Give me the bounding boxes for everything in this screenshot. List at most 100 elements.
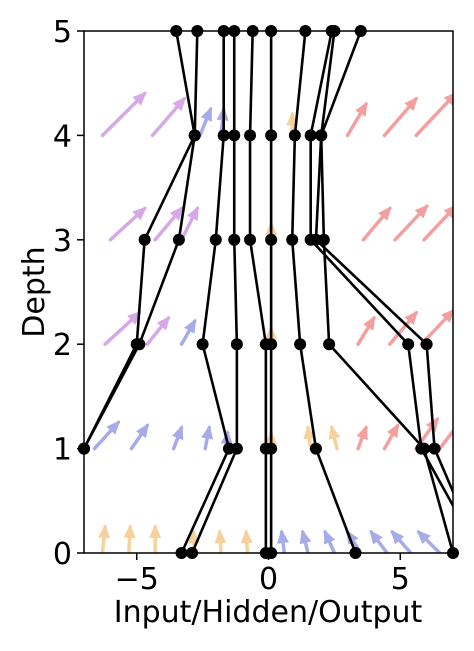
trajectory-point <box>209 233 222 246</box>
field-arrow-shaft <box>76 527 81 553</box>
trajectory-line <box>190 31 239 553</box>
trajectory-point <box>309 442 322 455</box>
x-tick-label: 0 <box>259 562 278 597</box>
field-arrow-head <box>443 93 453 106</box>
trajectory-point <box>265 129 278 142</box>
field-arrow-head <box>136 423 149 439</box>
y-tick-label: 0 <box>53 537 72 572</box>
field-arrow-head <box>355 101 368 117</box>
trajectory-point <box>172 233 185 246</box>
trajectory-point <box>228 129 241 142</box>
field-arrow <box>150 96 187 138</box>
trajectory-point <box>315 129 328 142</box>
field-arrow-head <box>184 318 197 334</box>
field-arrow-head <box>169 206 184 221</box>
field-arrow <box>153 206 184 242</box>
field-arrow-head <box>240 529 253 544</box>
field-arrow <box>198 106 213 138</box>
field-arrow <box>323 529 337 553</box>
plot-frame <box>83 30 454 554</box>
trajectory-point <box>230 442 243 455</box>
field-arrow-head <box>323 529 336 545</box>
trajectory-line <box>309 31 453 509</box>
field-arrow-head <box>132 206 147 221</box>
field-arrow <box>171 424 184 451</box>
field-arrow-head <box>149 523 162 538</box>
x-axis-label: Input/Hidden/Output <box>114 595 423 630</box>
field-arrow <box>129 423 150 451</box>
field-arrow <box>108 206 147 242</box>
field-arrow <box>356 424 368 451</box>
field-arrow-head <box>363 315 376 331</box>
field-arrow <box>356 315 376 346</box>
field-arrow-head <box>201 424 214 440</box>
field-arrow-head <box>404 96 419 112</box>
trajectory-line <box>84 31 199 454</box>
field-arrow-head <box>356 424 368 441</box>
axis-ticks: −5 0 5 0 1 2 3 4 5 <box>53 15 410 597</box>
field-arrow <box>123 523 136 553</box>
trajectory-point <box>130 338 143 351</box>
trajectory-point <box>230 338 243 351</box>
field-arrow-head <box>328 424 341 440</box>
field-arrow-head <box>200 106 212 122</box>
field-arrow-head <box>187 205 199 222</box>
trajectory-point <box>265 338 278 351</box>
trajectory-point <box>217 129 230 142</box>
field-arrow-head <box>303 424 316 440</box>
field-arrow <box>145 315 171 346</box>
y-tick-label: 5 <box>53 15 72 50</box>
trajectory-point <box>286 233 299 246</box>
field-arrow-head <box>299 529 312 545</box>
y-tick-label: 1 <box>53 433 72 468</box>
x-tick-label: 5 <box>391 562 410 597</box>
trajectory-point <box>402 338 415 351</box>
y-tick-label: 3 <box>53 224 72 259</box>
trajectory-point <box>244 129 257 142</box>
trajectory-point <box>294 338 307 351</box>
trajectory-line <box>248 31 268 553</box>
field-arrow-head <box>369 529 383 545</box>
y-axis-label: Depth <box>17 246 52 337</box>
field-arrow-head <box>416 530 431 545</box>
field-arrow-head <box>106 420 121 435</box>
y-tick-label: 4 <box>53 119 72 154</box>
field-arrow <box>299 529 312 553</box>
field-arrow <box>179 205 200 242</box>
field-arrow-head <box>452 421 453 424</box>
trajectory-line <box>84 31 196 454</box>
trajectory-point <box>420 338 433 351</box>
field-arrow-head <box>98 523 110 539</box>
field-arrow-head <box>441 309 453 323</box>
field-arrow <box>361 206 392 242</box>
field-arrow <box>390 529 413 553</box>
field-arrow <box>393 204 429 242</box>
trajectory-point <box>323 338 336 351</box>
field-arrow <box>328 424 341 451</box>
field-arrow <box>214 529 227 553</box>
field-arrow <box>303 424 316 451</box>
trajectory-point <box>265 442 278 455</box>
trajectory-point <box>244 233 257 246</box>
trajectory-line <box>180 31 231 553</box>
trajectory-point <box>288 129 301 142</box>
field-arrow <box>92 420 121 451</box>
field-arrow <box>149 523 162 553</box>
field-arrow-head <box>132 91 147 106</box>
trajectory-lines <box>84 31 453 553</box>
field-arrow <box>201 424 214 451</box>
field-arrow-head <box>390 529 405 545</box>
field-arrow <box>414 93 453 138</box>
vector-field <box>76 91 453 553</box>
field-arrow <box>416 530 442 553</box>
field-arrow <box>240 529 253 553</box>
field-arrow <box>382 96 419 138</box>
field-arrow <box>179 318 197 346</box>
field-arrow <box>369 529 389 553</box>
trajectory-line <box>290 31 357 553</box>
trajectory-point <box>196 338 209 351</box>
trajectory-point <box>418 442 431 455</box>
field-arrow-head <box>443 206 453 219</box>
x-tick-label: −5 <box>115 562 159 597</box>
